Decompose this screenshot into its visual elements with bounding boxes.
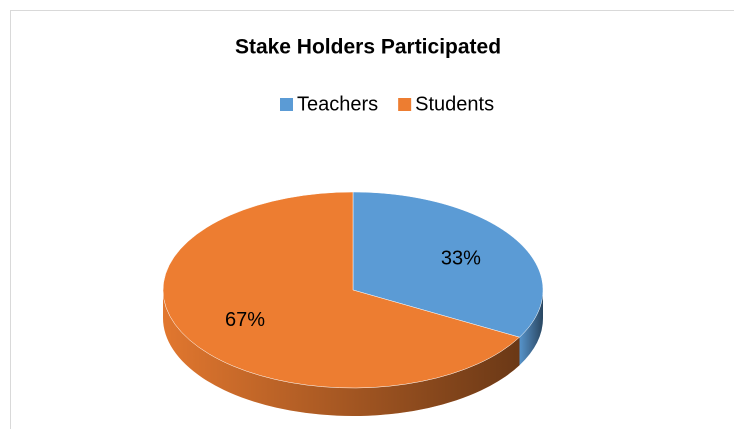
data-label: 33% bbox=[441, 247, 481, 269]
chart-title: Stake Holders Participated bbox=[235, 36, 501, 59]
legend-swatch bbox=[398, 98, 412, 111]
legend-label: Teachers bbox=[297, 93, 378, 115]
side-shade bbox=[163, 290, 520, 416]
data-label: 67% bbox=[225, 309, 265, 331]
side-shade bbox=[519, 290, 543, 366]
chart-border bbox=[10, 10, 734, 429]
slice bbox=[162, 191, 520, 389]
legend-swatch bbox=[280, 98, 293, 111]
slice bbox=[352, 191, 544, 338]
legend-label: Students bbox=[415, 93, 494, 115]
legend: Teachers Students bbox=[280, 93, 494, 115]
